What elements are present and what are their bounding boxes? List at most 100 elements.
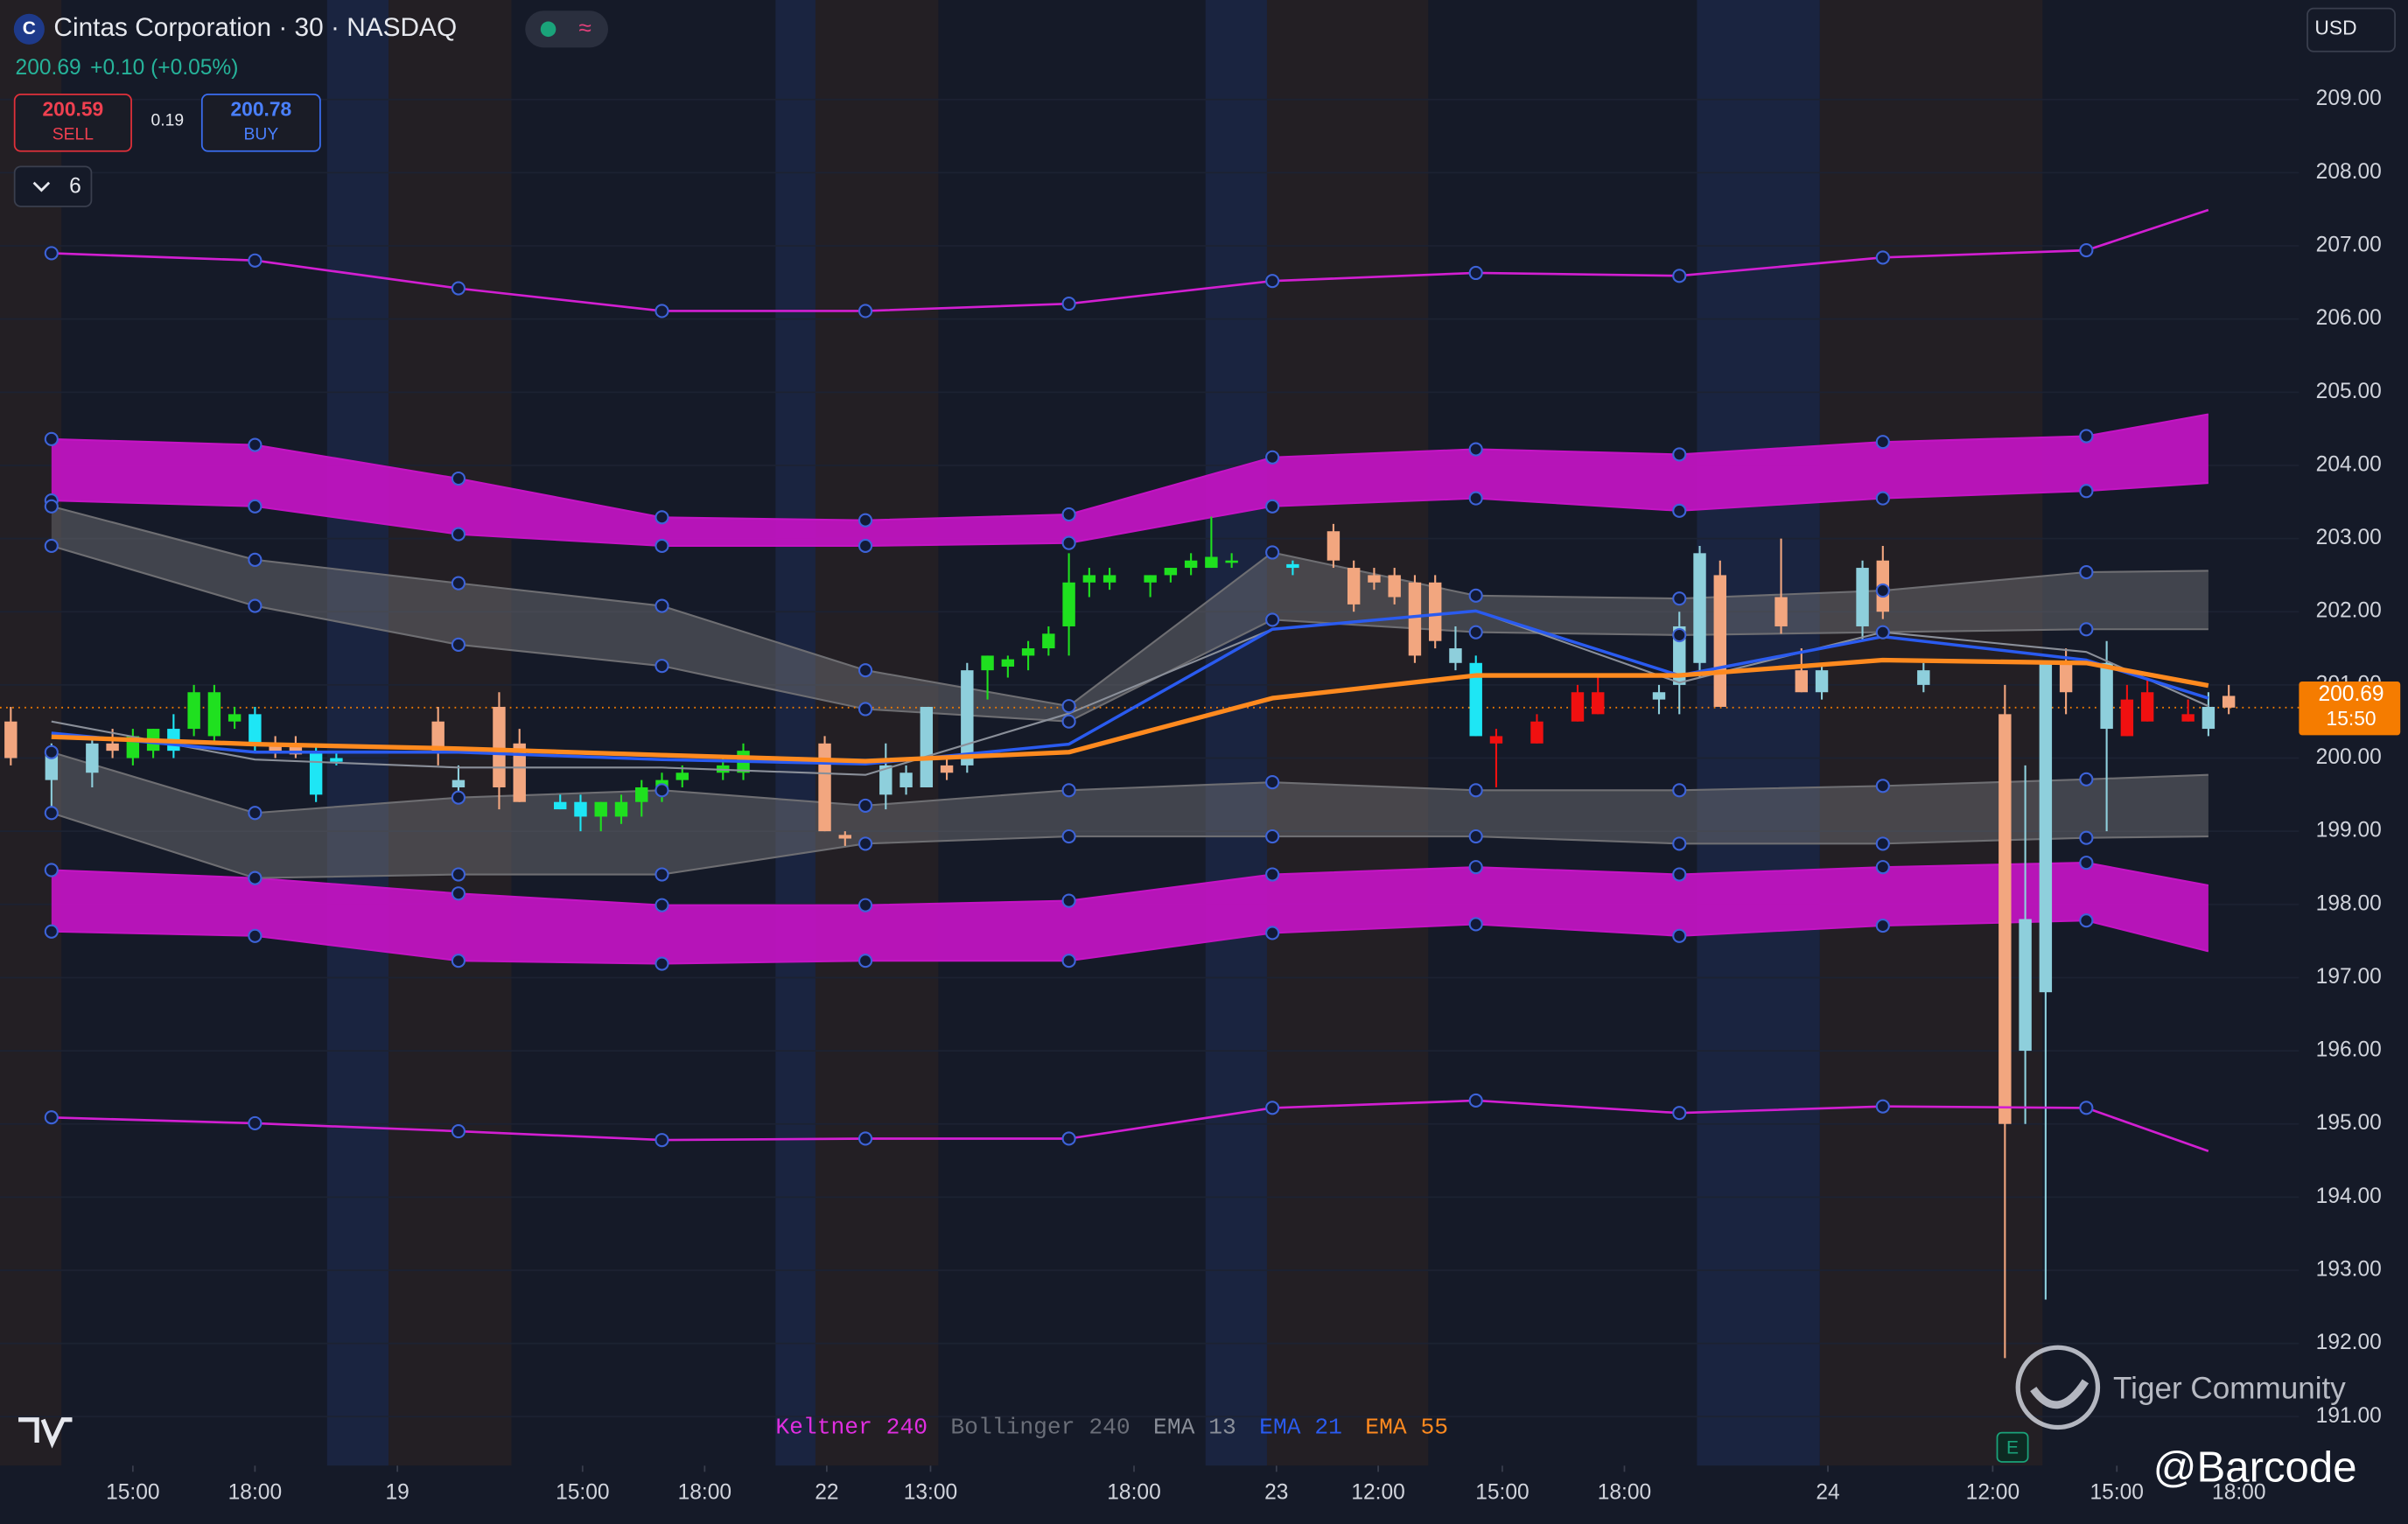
vertex-dot — [1875, 625, 1890, 640]
vertex-dot — [2079, 622, 2094, 637]
candle-body — [2059, 662, 2073, 693]
candle-body — [594, 801, 607, 817]
time-axis-bg — [0, 1465, 2408, 1524]
candle-body — [676, 772, 689, 780]
legend-param: 13 — [1208, 1414, 1236, 1440]
band-edge — [51, 919, 2209, 965]
plot-area — [0, 98, 2300, 1418]
session-stripe — [1205, 0, 1267, 1466]
tiger-logo-mark — [2030, 1379, 2090, 1409]
candle-body — [493, 706, 506, 787]
candle-body — [574, 801, 587, 817]
sell-price: 200.59 — [42, 97, 103, 120]
vertex-dot — [1672, 928, 1687, 943]
indicator-toggle[interactable] — [13, 165, 93, 207]
candle-body — [1693, 553, 1706, 663]
candle-body — [1368, 575, 1381, 583]
vertex-dot — [2079, 772, 2094, 786]
vertex-dot — [44, 924, 59, 939]
vertex-dot — [1875, 836, 1890, 851]
candle-body — [614, 801, 628, 817]
last-price: 200.69 — [16, 56, 81, 80]
y-tick-label: 209.00 — [2316, 87, 2382, 110]
symbol-icon — [13, 13, 45, 45]
candle-body — [106, 743, 119, 752]
vertex-dot — [858, 304, 873, 318]
candle-body — [2181, 714, 2194, 722]
vertex-dot — [1875, 250, 1890, 265]
vertex-dot — [1061, 783, 1076, 798]
candle-body — [1774, 597, 1788, 626]
x-tick-label: 18:00 — [2212, 1480, 2265, 1504]
candle-body — [1815, 670, 1829, 693]
vertex-dot — [858, 798, 873, 813]
vertex-dot — [1672, 591, 1687, 606]
vertex-dot — [2079, 913, 2094, 928]
currency-button[interactable] — [2306, 7, 2396, 52]
y-tick-label: 204.00 — [2316, 452, 2382, 476]
y-tick-label: 196.00 — [2316, 1038, 2382, 1062]
session-stripe — [1266, 0, 1429, 1466]
vertex-dot — [44, 499, 59, 514]
price-axis-bg — [2299, 0, 2408, 1524]
x-tick-label: 18:00 — [678, 1480, 732, 1504]
vertex-dot — [1265, 612, 1280, 627]
candle-body — [228, 714, 242, 722]
candle-body — [920, 706, 934, 787]
candle-body — [1042, 633, 1055, 649]
y-tick-label: 198.00 — [2316, 891, 2382, 915]
candle-body — [1021, 648, 1035, 656]
vertex-dot — [858, 702, 873, 717]
candle-body — [981, 655, 994, 671]
legend-label: EMA — [1365, 1414, 1407, 1440]
status-pill[interactable] — [525, 10, 609, 48]
candle-body — [86, 743, 99, 773]
band-edge — [51, 862, 2209, 906]
candle-body — [1449, 648, 1462, 663]
session-stripe — [1697, 0, 1820, 1466]
candle-body — [940, 765, 954, 773]
candle-body — [1184, 560, 1198, 569]
candle-body — [187, 692, 200, 730]
earnings-badge[interactable] — [1996, 1431, 2029, 1463]
y-tick-label: 199.00 — [2316, 819, 2382, 842]
y-tick-label: 192.00 — [2316, 1331, 2382, 1354]
vertex-dot — [1061, 954, 1076, 968]
vertex-dot — [1672, 836, 1687, 851]
candle-body — [431, 721, 444, 752]
vertex-dot — [1061, 828, 1076, 844]
header: C Cintas Corporation · 30 · NASDAQ ≈ 200… — [13, 7, 2396, 207]
candle-body — [2222, 696, 2236, 708]
vertex-dot — [451, 281, 466, 296]
vertex-dot — [1265, 1101, 1280, 1115]
candle-body — [269, 743, 282, 752]
candle-body — [1286, 563, 1299, 569]
x-tick-label: 18:00 — [228, 1480, 282, 1504]
y-tick-label: 203.00 — [2316, 526, 2382, 549]
buy-button[interactable] — [200, 94, 321, 152]
indicator-line — [51, 657, 2209, 764]
vertex-dot — [654, 510, 669, 525]
vertex-dot — [248, 437, 262, 452]
indicator-line — [51, 208, 2209, 312]
symbol-title[interactable]: Cintas Corporation · 30 · NASDAQ — [53, 13, 457, 42]
candle-body — [1713, 575, 1726, 707]
vertex-dot — [451, 1124, 466, 1139]
candle-body — [2202, 706, 2216, 730]
vertex-dot — [858, 538, 873, 554]
vertex-dot — [1265, 499, 1280, 514]
sell-button[interactable] — [13, 94, 132, 152]
last-price-tag — [2299, 681, 2401, 736]
last-price-tag-time: 15:50 — [2327, 707, 2376, 730]
candle-body — [2140, 692, 2154, 722]
vertex-dot — [1875, 491, 1890, 506]
vertex-dot — [1672, 627, 1687, 643]
vertex-dot — [451, 471, 466, 486]
legend-param: 21 — [1314, 1414, 1342, 1440]
y-tick-label: 191.00 — [2316, 1404, 2382, 1428]
y-tick-label: 208.00 — [2316, 160, 2382, 184]
vertex-dot — [451, 886, 466, 901]
axes: 209.00 208.00 207.00 206.00 205.00 204.00 203.… — [106, 87, 2401, 1504]
spread: 0.19 — [151, 112, 185, 130]
vertex-dot — [654, 659, 669, 674]
